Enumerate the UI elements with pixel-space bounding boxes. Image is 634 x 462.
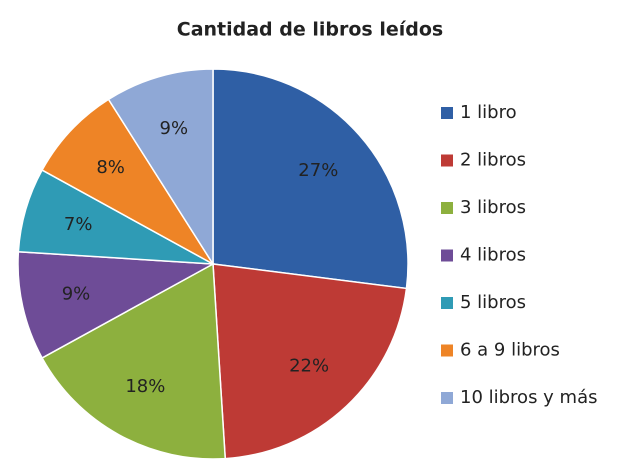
data-label: 22% xyxy=(289,355,329,376)
legend-label: 4 libros xyxy=(460,245,526,266)
legend-swatch xyxy=(441,154,453,167)
data-label: 7% xyxy=(64,214,93,235)
legend-swatch xyxy=(441,297,453,309)
legend-label: 5 libros xyxy=(460,292,526,313)
data-label: 9% xyxy=(62,284,91,305)
pie-slice xyxy=(107,68,214,267)
legend-label: 10 libros y más xyxy=(460,387,598,408)
pie-slice xyxy=(41,98,214,265)
data-label: 18% xyxy=(125,376,165,397)
pie-slice xyxy=(17,250,216,359)
legend-swatch xyxy=(441,392,453,404)
pie-slice xyxy=(212,68,409,290)
legend-swatch xyxy=(441,107,453,119)
legend-label: 3 libros xyxy=(460,197,526,218)
legend-swatch xyxy=(441,344,453,357)
pie-slice xyxy=(212,263,408,460)
legend-label: 6 a 9 libros xyxy=(460,340,560,361)
pie-slice xyxy=(41,262,227,460)
legend-label: 2 libros xyxy=(460,150,526,171)
legend-swatch xyxy=(441,249,453,262)
data-label: 8% xyxy=(96,157,125,178)
legend-label: 1 libro xyxy=(460,102,517,123)
chart-title: Cantidad de libros leídos xyxy=(177,19,443,41)
data-label: 27% xyxy=(298,160,338,181)
legend-swatch xyxy=(441,202,453,214)
data-label: 9% xyxy=(160,118,189,139)
